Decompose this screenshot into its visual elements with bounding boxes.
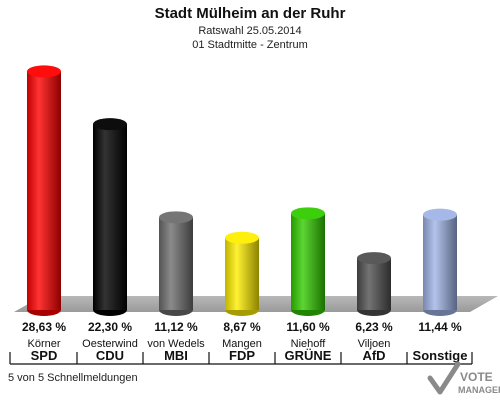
value-label-sonstige: 11,44 % [418, 320, 462, 334]
party-label-spd: SPD [31, 348, 58, 363]
party-label-fdp: FDP [229, 348, 255, 363]
logo-text-vote: VOTE [460, 370, 493, 384]
value-label-grüne: 11,60 % [286, 320, 330, 334]
footer-note: 5 von 5 Schnellmeldungen [8, 372, 138, 384]
vote-manager-logo: VOTE MANAGER [427, 361, 500, 395]
bar-cap-spd [27, 65, 61, 78]
bar-afd [357, 258, 391, 310]
bar-cdu [93, 124, 127, 311]
party-label-sonstige: Sonstige [413, 348, 468, 363]
bar-cap-mbi [159, 211, 193, 224]
chart-title: Stadt Mülheim an der Ruhr [155, 5, 346, 22]
logo-check-icon [427, 361, 461, 395]
bars-group [27, 65, 457, 316]
candidate-label-spd: Körner [27, 338, 60, 350]
chart-subtitle-date: Ratswahl 25.05.2014 [198, 25, 301, 37]
bar-sonstige [423, 214, 457, 310]
bar-cap-sonstige [423, 208, 457, 221]
value-label-cdu: 22,30 % [88, 320, 132, 334]
bar-cap-cdu [93, 118, 127, 131]
bar-cap-afd [357, 252, 391, 265]
bar-mbi [159, 217, 193, 310]
value-label-afd: 6,23 % [355, 320, 393, 334]
value-label-mbi: 11,12 % [154, 320, 198, 334]
logo-text-manager: MANAGER [458, 385, 500, 395]
value-label-fdp: 8,67 % [223, 320, 261, 334]
value-label-spd: 28,63 % [22, 320, 66, 334]
candidate-label-afd: Viljoen [358, 338, 391, 350]
bar-spd [27, 71, 61, 311]
bar-grüne [291, 213, 325, 310]
candidate-label-cdu: Oesterwind [82, 338, 138, 350]
party-label-cdu: CDU [96, 348, 124, 363]
party-brackets [9, 352, 473, 365]
candidate-label-mbi: von Wedels [147, 338, 205, 350]
bar-cap-fdp [225, 231, 259, 244]
candidate-label-grüne: Niehoff [291, 338, 327, 350]
bar-cap-grüne [291, 207, 325, 220]
bar-fdp [225, 237, 259, 310]
party-label-grüne: GRÜNE [285, 348, 332, 363]
chart-subtitle-district: 01 Stadtmitte - Zentrum [192, 39, 308, 51]
party-label-afd: AfD [362, 348, 385, 363]
party-label-mbi: MBI [164, 348, 188, 363]
candidate-label-fdp: Mangen [222, 338, 262, 350]
